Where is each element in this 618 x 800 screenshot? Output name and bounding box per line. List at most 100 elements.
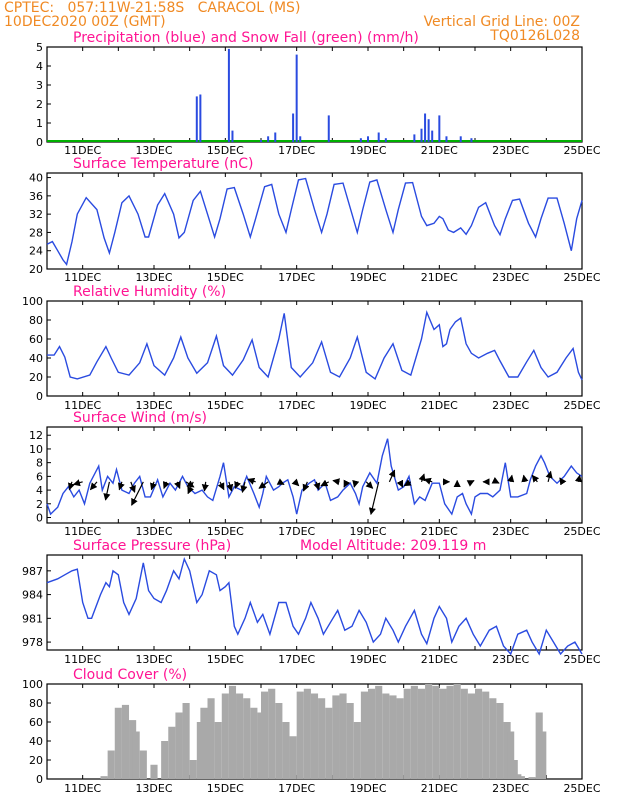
precip-bar — [470, 138, 473, 142]
cloud-bar — [368, 688, 376, 779]
y-tick-label: 24 — [29, 245, 43, 258]
wind-arrow — [396, 479, 404, 488]
y-tick-label: 60 — [29, 333, 43, 346]
wind-arrow — [162, 481, 170, 490]
x-tick-label: 25DEC — [563, 399, 600, 412]
x-tick-label: 25DEC — [563, 525, 600, 538]
y-tick-label: 6 — [36, 470, 43, 483]
cloud-bar — [168, 726, 176, 779]
y-tick-label: 978 — [22, 636, 43, 649]
panel-frame — [46, 172, 583, 270]
wind-arrow — [258, 481, 269, 489]
wind-arrow — [131, 481, 144, 506]
cloud-bar — [339, 693, 347, 779]
cloud-bar — [182, 703, 190, 779]
cloud-bar — [268, 688, 276, 779]
y-tick-label: 4 — [36, 484, 43, 497]
y-tick-label: 984 — [22, 589, 43, 602]
cloud-bar — [496, 703, 504, 779]
cloud-bar — [517, 776, 525, 779]
y-tick-label: 80 — [29, 314, 43, 327]
cloud-bar — [489, 698, 497, 779]
wind-arrow — [531, 474, 540, 483]
y-tick-label: 40 — [29, 352, 43, 365]
x-tick-label: 21DEC — [421, 525, 458, 538]
x-tick-label: 17DEC — [278, 653, 315, 666]
x-tick-label: 23DEC — [492, 653, 529, 666]
x-tick-label: 19DEC — [349, 399, 386, 412]
panel-title: Precipitation (blue) and Snow Fall (gree… — [73, 30, 419, 46]
cloud-bar — [346, 703, 354, 779]
panel-title: Cloud Cover (%) — [73, 667, 187, 683]
precip-bar — [413, 134, 416, 142]
cloud-bar — [503, 722, 511, 779]
cloud-bar — [275, 703, 283, 779]
precip-bar — [438, 115, 441, 142]
wind-arrow — [217, 481, 225, 491]
panel-subtitle: Model Altitude: 209.119 m — [300, 538, 486, 554]
y-tick-label: 20 — [29, 263, 43, 276]
wind-arrow — [368, 481, 380, 516]
series-line — [46, 177, 583, 266]
x-tick-label: 21DEC — [421, 271, 458, 284]
cloud-bar — [100, 776, 108, 779]
x-tick-label: 21DEC — [421, 144, 458, 157]
wind-arrow — [332, 478, 341, 486]
y-tick-label: 20 — [29, 371, 43, 384]
header-station: CPTEC: 057:11W-21:58S CARACOL (MS) — [4, 0, 301, 16]
cloud-bar — [539, 731, 547, 779]
cloud-bar — [200, 707, 208, 779]
x-tick-label: 15DEC — [207, 271, 244, 284]
y-tick-label: 32 — [29, 208, 43, 221]
precip-bar — [227, 48, 230, 142]
cloud-bar — [310, 693, 319, 779]
precip-bar — [260, 140, 262, 142]
panel-frame — [46, 426, 583, 524]
cloud-bar — [507, 731, 515, 779]
series-line — [46, 438, 583, 517]
cloud-bar — [332, 695, 340, 779]
panel-1: Precipitation (blue) and Snow Fall (gree… — [36, 30, 601, 157]
cloud-bar — [417, 688, 426, 779]
x-tick-label: 17DEC — [278, 525, 315, 538]
cloud-bar — [175, 712, 183, 779]
wind-arrow — [574, 474, 582, 483]
wind-arrow — [313, 481, 321, 491]
wind-arrow — [240, 481, 248, 493]
wind-arrow — [491, 477, 500, 484]
wind-arrow — [320, 479, 330, 487]
x-tick-label: 21DEC — [421, 653, 458, 666]
precip-bar — [377, 132, 380, 142]
x-tick-label: 11DEC — [64, 525, 101, 538]
y-tick-label: 20 — [29, 754, 43, 767]
cloud-bar — [453, 684, 461, 779]
x-tick-label: 19DEC — [349, 525, 386, 538]
wind-arrow — [521, 474, 529, 483]
cloud-bar — [360, 691, 368, 779]
wind-arrow — [365, 481, 374, 489]
cloud-bar — [282, 722, 290, 779]
x-tick-label: 23DEC — [492, 399, 529, 412]
y-tick-label: 12 — [29, 429, 43, 442]
x-tick-label: 15DEC — [207, 525, 244, 538]
panel-frame — [46, 554, 583, 651]
y-tick-label: 0 — [36, 773, 43, 786]
x-tick-label: 23DEC — [492, 525, 529, 538]
cloud-bar — [467, 693, 475, 779]
cloud-bar — [114, 707, 122, 779]
precip-bar — [445, 136, 448, 142]
panel-frame — [46, 46, 583, 143]
x-tick-label: 11DEC — [64, 653, 101, 666]
cloud-bar — [482, 691, 490, 779]
precip-bar — [459, 136, 462, 142]
x-tick-label: 11DEC — [64, 399, 101, 412]
y-tick-label: 100 — [22, 295, 43, 308]
wind-arrow — [174, 481, 181, 490]
cloud-bar — [236, 693, 244, 779]
x-tick-label: 23DEC — [492, 271, 529, 284]
header-datetime: 10DEC2020 00Z (GMT) — [4, 14, 166, 30]
precip-bar — [427, 119, 430, 142]
cloud-bar — [228, 685, 237, 779]
y-tick-label: 60 — [29, 716, 43, 729]
